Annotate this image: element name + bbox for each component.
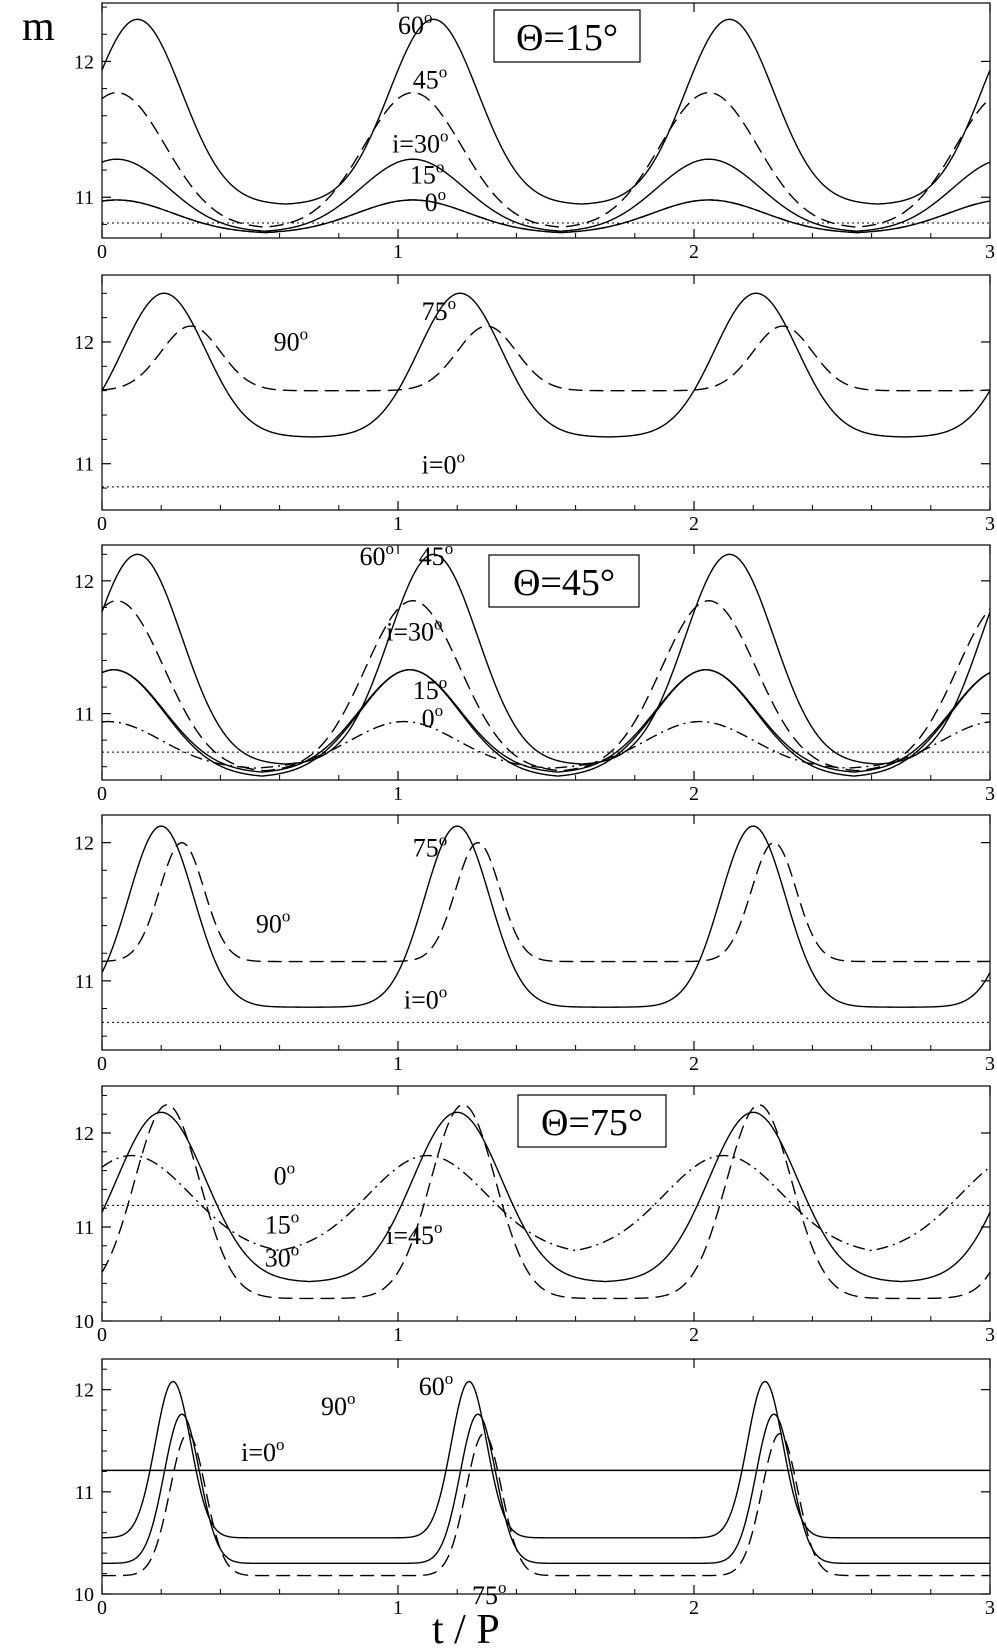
x-tick-label: 2	[689, 513, 699, 535]
y-tick-label: 12	[74, 833, 94, 855]
curve-label: i=0o	[404, 983, 447, 1015]
theta-label: Θ=15°	[516, 17, 618, 59]
curve-label: 75o	[422, 294, 457, 326]
plot-frame	[101, 544, 991, 781]
plot-frame	[101, 1085, 991, 1322]
curve-label: 15o	[265, 1208, 300, 1240]
series-line	[102, 669, 990, 777]
x-tick-label: 3	[985, 513, 995, 535]
series-line	[102, 325, 990, 392]
y-tick-label: 11	[75, 1482, 94, 1504]
curve-label: i=45o	[386, 1218, 442, 1250]
y-tick-label: 11	[75, 1217, 94, 1239]
x-tick-label: 0	[97, 513, 107, 535]
x-tick-label: 1	[393, 1597, 403, 1619]
x-tick-label: 3	[985, 241, 995, 263]
x-tick-label: 0	[97, 1053, 107, 1075]
y-tick-label: 11	[75, 704, 94, 726]
plot-frame	[101, 1358, 991, 1595]
x-tick-label: 1	[393, 1324, 403, 1346]
series-line	[102, 1154, 990, 1252]
curve-label: i=0o	[241, 1435, 284, 1467]
x-tick-label: 1	[393, 513, 403, 535]
y-tick-label: 12	[74, 51, 94, 73]
curve-label: 45o	[413, 63, 448, 95]
curve-label: 0o	[425, 185, 447, 217]
curve-label: 0o	[274, 1159, 296, 1191]
x-tick-label: 0	[97, 1597, 107, 1619]
series-line	[102, 1380, 990, 1539]
curve-label: 60o	[360, 539, 395, 571]
curve-label: 60o	[398, 8, 433, 40]
series-line	[102, 1111, 990, 1283]
series-line	[102, 158, 990, 232]
y-tick-label: 10	[74, 1584, 94, 1606]
x-tick-label: 2	[689, 241, 699, 263]
x-tick-label: 3	[985, 783, 995, 805]
series-line	[102, 199, 990, 234]
plot-frame	[101, 2, 991, 239]
curve-label: 90o	[274, 324, 309, 356]
curve-label: i=30o	[392, 126, 448, 158]
y-tick-label: 12	[74, 332, 94, 354]
x-tick-label: 3	[985, 1053, 995, 1075]
curve-label: 75o	[472, 1578, 507, 1610]
y-tick-label: 11	[75, 454, 94, 476]
series-line	[102, 292, 990, 438]
curve-label: 75o	[413, 830, 448, 862]
series-line	[102, 1104, 990, 1300]
curve-label: 90o	[321, 1389, 356, 1421]
x-axis-title: t / P	[432, 1607, 500, 1650]
series-line	[102, 600, 990, 772]
curve-label: 90o	[256, 907, 290, 939]
y-tick-label: 11	[75, 187, 94, 209]
series-line	[102, 825, 990, 1008]
theta-label: Θ=75°	[541, 1102, 643, 1144]
x-tick-label: 2	[689, 1053, 699, 1075]
x-tick-label: 0	[97, 241, 107, 263]
x-tick-label: 1	[393, 783, 403, 805]
theta-label-box	[493, 9, 641, 63]
series-line	[102, 1432, 990, 1577]
series-line	[102, 669, 990, 773]
x-tick-label: 2	[689, 1324, 699, 1346]
y-tick-label: 11	[75, 971, 94, 993]
x-tick-label: 3	[985, 1597, 995, 1619]
y-tick-label: 12	[74, 571, 94, 593]
theta-label-box	[517, 1094, 667, 1148]
curve-label: i=30o	[386, 615, 442, 647]
x-tick-label: 1	[393, 241, 403, 263]
y-axis-title: m	[22, 4, 55, 50]
curve-label: 30o	[265, 1240, 300, 1272]
curve-label: i=0o	[422, 447, 465, 479]
theta-label-box	[488, 554, 640, 608]
series-line	[102, 841, 990, 963]
curve-label: 60o	[419, 1369, 454, 1401]
series-line	[102, 553, 990, 765]
y-tick-label: 10	[74, 1311, 94, 1333]
plot-frame	[101, 814, 991, 1051]
x-tick-label: 0	[97, 1324, 107, 1346]
theta-label: Θ=45°	[513, 562, 615, 604]
x-tick-label: 3	[985, 1324, 995, 1346]
series-line	[102, 1413, 990, 1565]
x-tick-label: 2	[689, 783, 699, 805]
x-tick-label: 2	[689, 1597, 699, 1619]
series-line	[102, 18, 990, 205]
plot-frame	[101, 274, 991, 511]
series-line	[102, 91, 990, 228]
x-tick-label: 1	[393, 1053, 403, 1075]
curve-label: 0o	[422, 701, 444, 733]
y-tick-label: 12	[74, 1380, 94, 1402]
y-tick-label: 12	[74, 1123, 94, 1145]
x-tick-label: 0	[97, 783, 107, 805]
